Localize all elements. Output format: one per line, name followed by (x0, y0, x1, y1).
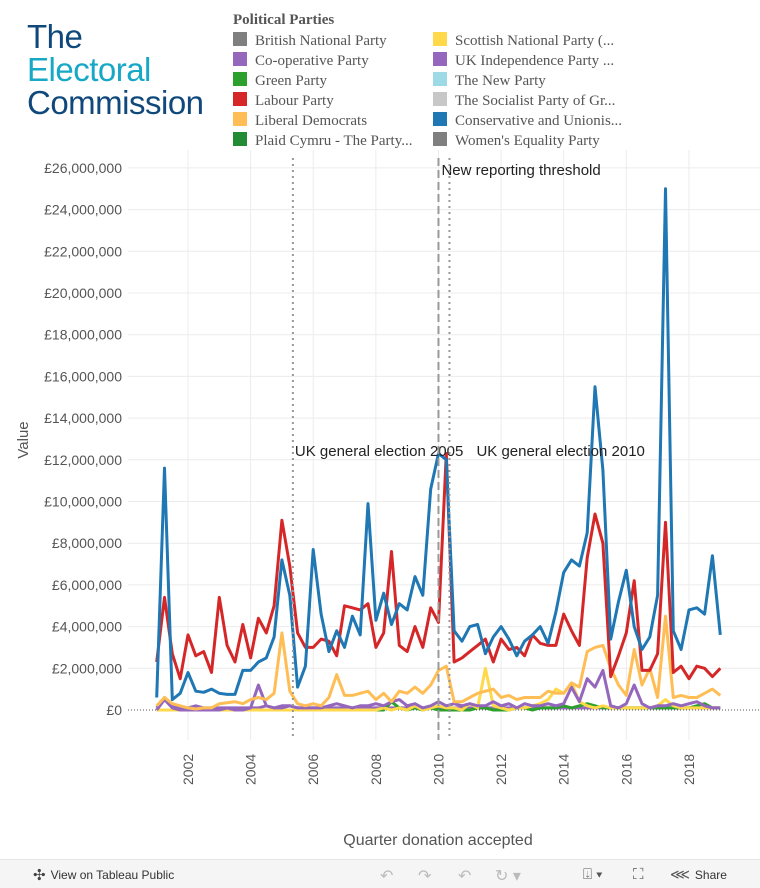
reference-line-label: New reporting threshold (441, 162, 600, 179)
y-tick-label: £18,000,000 (44, 327, 122, 343)
legend-swatch (233, 72, 247, 86)
series-line (155, 614, 722, 711)
legend-swatch (233, 52, 247, 66)
legend-swatch (433, 32, 447, 46)
logo-line-2: Electoral (27, 51, 151, 88)
y-tick-label: £24,000,000 (44, 202, 122, 218)
legend-item[interactable]: Labour Party (233, 91, 433, 111)
y-tick-label: £20,000,000 (44, 285, 122, 301)
legend-label: Plaid Cymru - The Party... (255, 132, 413, 149)
legend-label: Scottish National Party (... (455, 32, 615, 49)
legend-item[interactable]: Plaid Cymru - The Party... (233, 131, 433, 151)
legend-label: The New Party (455, 72, 546, 89)
y-tick-label: £2,000,000 (52, 660, 122, 676)
legend-label: Green Party (255, 72, 328, 89)
x-tick-label: 2006 (305, 754, 321, 785)
legend-item[interactable]: The New Party (433, 71, 633, 91)
tableau-toolbar: ✣ View on Tableau Public ↶ ↷ ↶ ↻ ▾ ⍗ ▾ ⛶… (0, 859, 760, 888)
view-on-tableau-button[interactable]: ✣ View on Tableau Public (33, 866, 174, 884)
y-tick-label: £6,000,000 (52, 577, 122, 593)
refresh-icon: ↻ ▾ (495, 868, 521, 885)
undo-icon: ↶ (380, 868, 394, 885)
y-tick-label: £4,000,000 (52, 619, 122, 635)
y-tick-label: £22,000,000 (44, 243, 122, 259)
tableau-icon: ✣ (33, 867, 46, 884)
view-on-tableau-label: View on Tableau Public (50, 868, 175, 882)
share-label: Share (694, 867, 727, 882)
x-tick-label: 2018 (681, 754, 697, 785)
reference-line-label: UK general election 2005 (295, 443, 463, 460)
legend-swatch (233, 112, 247, 126)
legend-item[interactable]: Liberal Democrats (233, 111, 433, 131)
legend-label: Women's Equality Party (455, 132, 600, 149)
x-tick-label: 2008 (368, 754, 384, 785)
download-button[interactable]: ⍗ ▾ (583, 866, 602, 883)
x-tick-label: 2016 (618, 754, 634, 785)
legend-label: UK Independence Party ... (455, 52, 615, 69)
legend-item[interactable]: British National Party (233, 31, 433, 51)
y-tick-label: £16,000,000 (44, 368, 122, 384)
series-line (155, 452, 722, 681)
legend-item[interactable]: UK Independence Party ... (433, 51, 633, 71)
legend-swatch (433, 72, 447, 86)
x-tick-label: 2012 (493, 754, 509, 785)
legend-swatch (433, 92, 447, 106)
y-tick-label: £26,000,000 (44, 160, 122, 176)
x-tick-label: 2010 (430, 754, 446, 785)
y-tick-label: £14,000,000 (44, 410, 122, 426)
line-chart: £0 £2,000,000 £4,000,000 £6,000,000 £8,000,0… (15, 150, 760, 849)
x-tick-label: 2004 (243, 754, 259, 785)
reference-line-label: UK general election 2010 (476, 443, 644, 460)
undo-button[interactable]: ↶ (380, 866, 393, 886)
legend-swatch (233, 32, 247, 46)
legend-label: British National Party (255, 32, 387, 49)
y-tick-label: £12,000,000 (44, 452, 122, 468)
legend-title: Political Parties (233, 12, 335, 28)
x-tick-label: 2014 (556, 754, 572, 785)
legend-item[interactable]: Co-operative Party (233, 51, 433, 71)
legend-label: Conservative and Unionis... (455, 112, 623, 129)
redo-icon: ↷ (418, 868, 432, 885)
revert-button[interactable]: ↶ (458, 866, 471, 886)
legend-label: Co-operative Party (255, 52, 369, 69)
logo-line-3: Commission (27, 84, 204, 121)
y-axis-title: Value (15, 421, 32, 458)
share-button[interactable]: ⋘ Share (670, 866, 727, 883)
refresh-button[interactable]: ↻ ▾ (495, 866, 521, 886)
legend-swatch (433, 132, 447, 146)
electoral-commission-logo: The Electoral Commission (27, 20, 204, 119)
legend-item[interactable]: Scottish National Party (... (433, 31, 633, 51)
legend-item[interactable]: Women's Equality Party (433, 131, 633, 151)
legend-item[interactable]: The Socialist Party of Gr... (433, 91, 633, 111)
legend-swatch (233, 92, 247, 106)
legend-swatch (233, 132, 247, 146)
legend-label: Liberal Democrats (255, 112, 368, 129)
y-tick-label: £10,000,000 (44, 494, 122, 510)
download-icon: ⍗ ▾ (583, 866, 603, 883)
legend-swatch (433, 112, 447, 126)
share-icon: ⋘ (670, 866, 690, 882)
redo-button[interactable]: ↷ (418, 866, 431, 886)
revert-icon: ↶ (458, 868, 472, 885)
fullscreen-button[interactable]: ⛶ (633, 866, 644, 883)
legend-label: The Socialist Party of Gr... (455, 92, 616, 109)
legend-item[interactable]: Green Party (233, 71, 433, 91)
x-axis-title: Quarter donation accepted (343, 832, 532, 849)
fullscreen-icon: ⛶ (633, 866, 644, 883)
legend: Political Parties British National Party… (233, 12, 633, 151)
logo-line-1: The (27, 18, 83, 55)
legend-swatch (433, 52, 447, 66)
legend-label: Labour Party (255, 92, 334, 109)
x-tick-label: 2002 (180, 754, 196, 785)
y-tick-label: £8,000,000 (52, 535, 122, 551)
y-tick-label: £0 (106, 702, 122, 718)
legend-item[interactable]: Conservative and Unionis... (433, 111, 633, 131)
